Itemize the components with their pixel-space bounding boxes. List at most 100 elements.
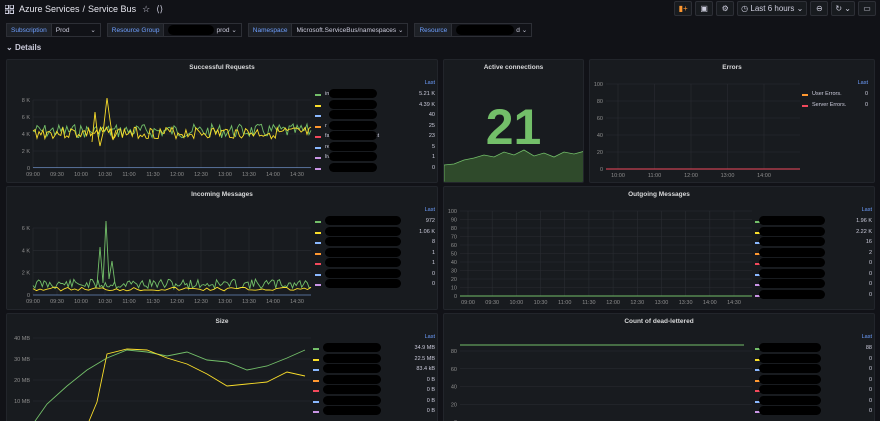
series-line-green — [34, 349, 306, 421]
legend-item[interactable]: -event0 — [755, 395, 872, 407]
namespace-variable[interactable]: Namespace Microsoft.ServiceBus/namespace… — [247, 23, 409, 37]
legend-item[interactable]: -events0 — [755, 364, 872, 375]
resource-variable[interactable]: Resource d ⌄ — [414, 23, 533, 37]
legend-item[interactable]: command0 — [755, 353, 872, 365]
redacted-mask — [325, 216, 401, 225]
x-tick-label: 13:00 — [218, 172, 232, 178]
legend-item[interactable]: -event0 — [755, 279, 872, 290]
row-header-details[interactable]: ⌄ Details — [6, 43, 42, 52]
star-icon[interactable]: ☆ — [142, 3, 151, 14]
legend-swatch — [315, 263, 321, 265]
redacted-mask — [759, 289, 825, 299]
legend-item[interactable]: -event1 — [315, 258, 435, 269]
legend-item[interactable]: -event0 B — [313, 395, 435, 407]
legend-swatch — [313, 379, 319, 382]
legend-item[interactable]: -command0 — [755, 289, 872, 301]
legend-value: 0 — [868, 291, 872, 298]
legend-header[interactable]: Last — [424, 80, 435, 86]
zoom-out-button[interactable]: ⊖ — [810, 1, 829, 16]
variable-value[interactable]: Prod ⌄ — [51, 23, 101, 37]
panel-outgoing-messages[interactable]: Outgoing Messages 0 10 20 30 40 50 60 70 80 90 100… — [443, 186, 875, 310]
legend-header[interactable]: Last — [857, 80, 868, 86]
legend-item[interactable]: -event0 B — [313, 385, 435, 396]
legend-item[interactable]: inde and5.21 K — [315, 89, 435, 100]
variable-value[interactable]: prod ⌄ — [164, 23, 242, 37]
legend-value: 16 — [865, 239, 872, 245]
panel-errors[interactable]: Errors 0 20 40 60 80 100 10:00 11:00 12:00 13:00 1… — [589, 59, 875, 183]
legend-item[interactable]: failed event23 — [315, 131, 435, 142]
legend-item[interactable]: event0 — [755, 385, 872, 396]
legend-item[interactable]: -command34.9 MB — [313, 343, 435, 354]
settings-button[interactable]: ⚙ — [716, 1, 735, 16]
legend-swatch — [315, 146, 321, 149]
panel-successful-requests[interactable]: Successful Requests 0 2 K 4 K 6 K 8 K 09:00 09… — [6, 59, 438, 183]
series-spike-green — [96, 220, 116, 286]
variable-label: Resource — [414, 23, 453, 37]
legend-swatch — [315, 157, 321, 159]
legend-item[interactable]: event8 — [315, 237, 435, 248]
legend-value: 0 — [868, 408, 872, 414]
panel-active-connections[interactable]: Active connections 21 — [443, 59, 584, 183]
legend-item[interactable]: r and25 — [315, 120, 435, 132]
legend-item[interactable]: event2 — [755, 247, 872, 259]
x-tick-label: 13:00 — [218, 299, 232, 305]
time-picker[interactable]: ◷ Last 6 hours ⌄ — [737, 1, 808, 16]
legend-swatch — [755, 273, 761, 276]
legend-item[interactable]: event0 — [315, 268, 435, 280]
legend-item[interactable]: event40 — [315, 110, 435, 121]
panel-title: Count of dead-lettered — [624, 318, 694, 325]
series-line-yellow — [32, 286, 312, 292]
folder-link[interactable]: Azure Services — [19, 4, 80, 14]
subscription-variable[interactable]: Subscription Prod ⌄ — [6, 23, 101, 37]
legend-header[interactable]: Last — [424, 334, 435, 340]
legend-item[interactable]: -event0 — [315, 279, 435, 290]
legend-header[interactable]: Last — [424, 207, 435, 213]
share-icon[interactable]: ⟨⟩ — [156, 3, 164, 14]
panel-size[interactable]: Size 10 MB 20 MB 30 MB 40 MB Last -command3… — [6, 313, 438, 421]
resource-group-variable[interactable]: Resource Group prod ⌄ — [106, 23, 242, 37]
legend-item[interactable]: User Errors. 0 — [802, 90, 868, 100]
legend-item[interactable]: -event22.5 MB — [313, 353, 435, 365]
legend-item[interactable]: t-event0 B — [313, 374, 435, 386]
legend-item[interactable]: event1.96 K — [755, 216, 872, 227]
panel-title: Active connections — [483, 64, 544, 71]
legend-item[interactable]: repo5 — [315, 141, 435, 153]
legend-header[interactable]: Last — [861, 207, 872, 213]
legend-item[interactable]: event0 — [755, 268, 872, 280]
legend-item[interactable]: event1 — [315, 247, 435, 259]
tv-mode-button[interactable]: ▭ — [858, 1, 876, 16]
x-tick-label: 11:30 — [146, 299, 159, 305]
x-tick-label: 14:00 — [703, 300, 717, 306]
add-panel-button[interactable]: ▮+ — [674, 1, 693, 16]
legend-item[interactable]: -events0 B — [313, 406, 435, 417]
x-tick-label: 10:30 — [98, 299, 112, 305]
panel-title: Errors — [722, 64, 742, 71]
dashboard-title[interactable]: Service Bus — [88, 4, 137, 14]
legend-item[interactable]: event88 — [755, 343, 872, 354]
x-tick-label: 09:30 — [50, 172, 64, 178]
save-button[interactable]: ▣ — [695, 1, 714, 16]
legend-item[interactable]: liv event1 — [315, 152, 435, 163]
legend-item[interactable]: -event0 — [755, 374, 872, 386]
legend-item[interactable]: Server Errors. 0 — [802, 101, 868, 111]
legend-header[interactable]: Last — [861, 334, 872, 340]
panel-dead-lettered[interactable]: Count of dead-lettered 0 20 40 60 80 Last ev… — [443, 313, 875, 421]
legend-item[interactable]: -event0 — [755, 258, 872, 269]
y-tick-label: 8 K — [22, 98, 31, 104]
legend-item[interactable]: -event4.39 K — [315, 99, 435, 111]
legend-item[interactable]: -event16 — [755, 237, 872, 248]
legend-item[interactable]: d-event0 — [315, 162, 435, 174]
legend-item[interactable]: event83.4 kB — [313, 364, 435, 375]
legend-item[interactable]: -event0 — [755, 406, 872, 417]
y-tick-label: 2 K — [22, 149, 31, 155]
legend-item[interactable]: -command2.22 K — [755, 226, 872, 238]
y-tick-label: 10 MB — [14, 399, 30, 405]
panel-title: Outgoing Messages — [628, 191, 690, 198]
legend-swatch — [315, 242, 321, 244]
legend-item[interactable]: -command1.06 K — [315, 226, 435, 238]
variable-value[interactable]: d ⌄ — [452, 23, 533, 37]
legend-item[interactable]: event972 — [315, 216, 435, 227]
refresh-button[interactable]: ↻ ⌄ — [831, 1, 855, 16]
variable-value[interactable]: Microsoft.ServiceBus/namespaces ⌄ — [292, 23, 409, 37]
